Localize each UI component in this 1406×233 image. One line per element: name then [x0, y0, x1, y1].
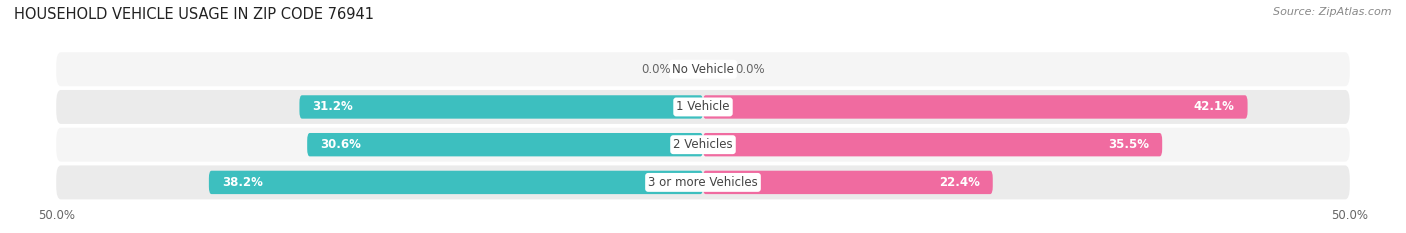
FancyBboxPatch shape [56, 165, 1350, 199]
FancyBboxPatch shape [299, 95, 703, 119]
FancyBboxPatch shape [703, 171, 993, 194]
Text: 22.4%: 22.4% [939, 176, 980, 189]
FancyBboxPatch shape [56, 128, 1350, 162]
FancyBboxPatch shape [209, 171, 703, 194]
FancyBboxPatch shape [307, 133, 703, 156]
FancyBboxPatch shape [56, 52, 1350, 86]
Text: 30.6%: 30.6% [321, 138, 361, 151]
FancyBboxPatch shape [56, 90, 1350, 124]
Text: 38.2%: 38.2% [222, 176, 263, 189]
Text: No Vehicle: No Vehicle [672, 63, 734, 76]
Text: 2 Vehicles: 2 Vehicles [673, 138, 733, 151]
Text: 42.1%: 42.1% [1194, 100, 1234, 113]
Text: Source: ZipAtlas.com: Source: ZipAtlas.com [1274, 7, 1392, 17]
Text: HOUSEHOLD VEHICLE USAGE IN ZIP CODE 76941: HOUSEHOLD VEHICLE USAGE IN ZIP CODE 7694… [14, 7, 374, 22]
Text: 31.2%: 31.2% [312, 100, 353, 113]
Text: 0.0%: 0.0% [641, 63, 671, 76]
Text: 3 or more Vehicles: 3 or more Vehicles [648, 176, 758, 189]
FancyBboxPatch shape [703, 95, 1247, 119]
Text: 35.5%: 35.5% [1108, 138, 1149, 151]
Text: 0.0%: 0.0% [735, 63, 765, 76]
FancyBboxPatch shape [703, 133, 1163, 156]
Text: 1 Vehicle: 1 Vehicle [676, 100, 730, 113]
